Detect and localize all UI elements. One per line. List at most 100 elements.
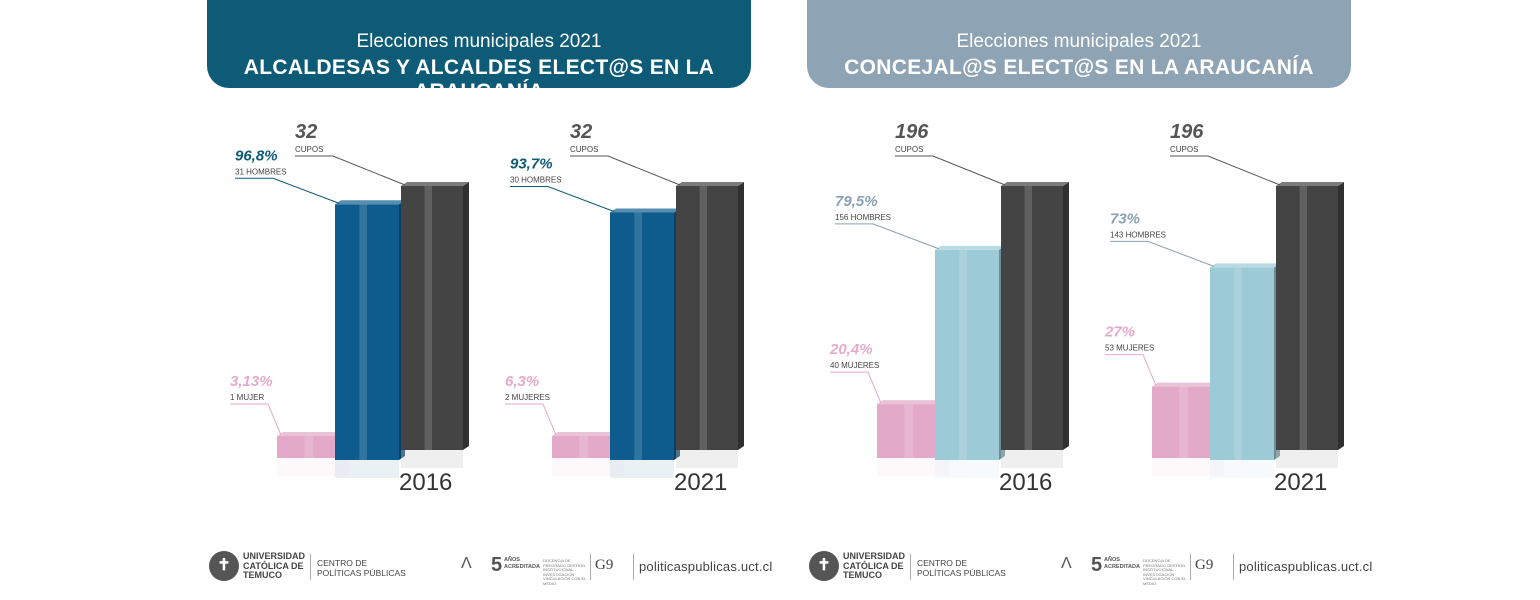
year-label: 2016	[999, 469, 1052, 496]
pct-label: 27%	[1104, 324, 1135, 341]
pct-label: 20,4%	[829, 341, 873, 358]
bar-highlight	[1179, 386, 1188, 458]
panel-header: Elecciones municipales 2021 CONCEJAL@S E…	[807, 0, 1351, 88]
g9-logo: G9	[595, 557, 614, 573]
bar-highlight	[1234, 267, 1242, 460]
pct-label: 196	[1170, 121, 1204, 143]
bar-top	[1276, 182, 1344, 186]
divider	[633, 554, 634, 580]
bar-top	[1210, 263, 1280, 268]
bar-reflection	[335, 460, 399, 478]
count-label: 143 HOMBRES	[1110, 230, 1166, 239]
bar-highlight	[1024, 186, 1032, 450]
leader-line	[1170, 155, 1281, 186]
accreditation-label: AÑOS ACREDITADA	[1104, 557, 1140, 570]
leader-line	[510, 186, 615, 212]
panel-header: Elecciones municipales 2021 ALCALDESAS Y…	[207, 0, 751, 103]
university-name: UNIVERSIDAD CATÓLICA DE TEMUCO	[843, 551, 906, 580]
count-label: CUPOS	[295, 145, 323, 154]
website-link[interactable]: politicaspublicas.uct.cl	[639, 559, 773, 574]
bar-top	[401, 182, 469, 186]
bar-highlight	[579, 436, 588, 458]
bar-top	[610, 208, 680, 213]
divider	[1233, 554, 1234, 580]
pct-label: 79,5%	[835, 193, 878, 210]
divider	[1190, 554, 1191, 580]
bar-highlight	[699, 186, 707, 450]
footer: ✝ UNIVERSIDAD CATÓLICA DE TEMUCO CENTRO …	[807, 548, 1372, 588]
bar-reflection	[401, 450, 463, 468]
leader-line	[505, 403, 557, 436]
bar-side	[738, 182, 744, 450]
bar-highlight	[634, 212, 642, 460]
bar-reflection	[1001, 450, 1063, 468]
accreditation-years: 5	[491, 554, 503, 576]
bar-highlight	[959, 249, 967, 460]
bar-highlight	[304, 436, 313, 458]
pct-label: 32	[570, 121, 592, 143]
bar-top	[335, 200, 405, 205]
bar-reflection	[610, 460, 674, 478]
centro-label: CENTRO DE POLÍTICAS PÚBLICAS	[317, 558, 406, 578]
bar-top	[1001, 182, 1069, 186]
year-label: 2016	[399, 469, 452, 496]
count-label: 30 HOMBRES	[510, 176, 562, 185]
leader-line	[830, 371, 882, 404]
bar-highlight	[359, 204, 367, 460]
bar-reflection	[1152, 458, 1224, 476]
cna-icon: Λ	[1061, 555, 1072, 572]
accreditation-years: 5	[1091, 554, 1103, 576]
count-label: 1 MUJER	[230, 393, 264, 402]
year-label: 2021	[674, 469, 727, 496]
panel-subtitle: Elecciones municipales 2021	[956, 31, 1202, 52]
leader-line	[230, 403, 282, 436]
accreditation-label: AÑOS ACREDITADA	[504, 557, 540, 570]
year-label: 2021	[1274, 469, 1327, 496]
pct-label: 93,7%	[510, 156, 553, 173]
count-label: 53 MUJERES	[1105, 344, 1154, 353]
bar-reflection	[877, 458, 949, 476]
university-name: UNIVERSIDAD CATÓLICA DE TEMUCO	[243, 551, 306, 580]
bar-top	[676, 182, 744, 186]
panel-concejales: Elecciones municipales 2021 CONCEJAL@S E…	[807, 0, 1372, 600]
bar-highlight	[904, 404, 913, 458]
website-link[interactable]: politicaspublicas.uct.cl	[1239, 559, 1373, 574]
leader-line	[1110, 240, 1215, 267]
chart-concejales: 20,4% 40 MUJERES 79,5% 156 HOMBRES 196 CUPOS 2…	[829, 121, 1344, 496]
panel-title: CONCEJAL@S ELECT@S EN LA ARAUCANÍA	[844, 56, 1314, 79]
bar-reflection	[935, 460, 999, 478]
leader-line	[895, 155, 1006, 186]
bar-highlight	[424, 186, 432, 450]
count-label: 156 HOMBRES	[835, 213, 891, 222]
university-seal-icon: ✝	[809, 551, 839, 581]
leader-line	[1105, 354, 1157, 386]
pct-label: 6,3%	[505, 373, 539, 390]
bar-reflection	[676, 450, 738, 468]
bar-top	[935, 245, 1005, 250]
pct-label: 96,8%	[235, 147, 278, 164]
pct-label: 73%	[1110, 210, 1140, 227]
footer: ✝ UNIVERSIDAD CATÓLICA DE TEMUCO CENTRO …	[207, 548, 772, 588]
panel-title: ALCALDESAS Y ALCALDES ELECT@S EN LA ARAU…	[243, 56, 715, 103]
pct-label: 3,13%	[230, 373, 273, 390]
leader-line	[235, 177, 340, 204]
count-label: 40 MUJERES	[830, 361, 879, 370]
count-label: CUPOS	[570, 145, 598, 154]
bar-reflection	[277, 458, 349, 476]
centro-label: CENTRO DE POLÍTICAS PÚBLICAS	[917, 558, 1006, 578]
leader-line	[570, 155, 681, 186]
bar-side	[1338, 182, 1344, 450]
pct-label: 32	[295, 121, 317, 143]
bar-reflection	[1210, 460, 1274, 478]
leader-line	[295, 155, 406, 186]
chart-alcaldes: 3,13% 1 MUJER 96,8% 31 HOMBRES 32 CUPOS 2016 6,…	[230, 121, 744, 496]
accreditation-detail: DOCENCIA DE PREGRADO GESTIÓN INSTITUCION…	[1143, 558, 1187, 586]
leader-line	[835, 223, 940, 250]
count-label: 2 MUJERES	[505, 393, 550, 402]
accreditation-detail: DOCENCIA DE PREGRADO GESTIÓN INSTITUCION…	[543, 558, 587, 586]
divider	[910, 554, 911, 580]
cna-icon: Λ	[461, 555, 472, 572]
bar-reflection	[1276, 450, 1338, 468]
count-label: CUPOS	[1170, 145, 1198, 154]
university-seal-icon: ✝	[209, 551, 239, 581]
